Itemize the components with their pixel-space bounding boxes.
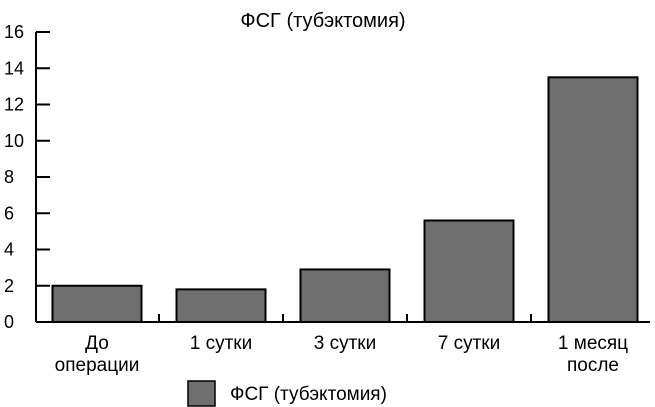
y-tick-label: 0 bbox=[4, 312, 14, 332]
y-axis: 0 2 4 6 8 10 12 14 16 bbox=[4, 22, 50, 332]
legend-swatch bbox=[187, 380, 216, 407]
bar-2 bbox=[175, 288, 267, 323]
legend-label: ФСГ (тубэктомия) bbox=[230, 384, 387, 405]
y-tick-label: 2 bbox=[4, 276, 14, 296]
chart-title: ФСГ (тубэктомия) bbox=[240, 10, 405, 32]
x-axis: До операции 1 сутки 3 сутки 7 сутки 1 месяц по… bbox=[36, 314, 650, 376]
y-tick-label: 16 bbox=[4, 22, 24, 42]
x-category-label: 1 месяц после bbox=[558, 333, 628, 376]
y-tick-label: 6 bbox=[4, 203, 14, 223]
y-tick-label: 10 bbox=[4, 131, 24, 151]
y-tick-label: 14 bbox=[4, 58, 24, 78]
y-tick-label: 12 bbox=[4, 95, 24, 115]
legend: ФСГ (тубэктомия) bbox=[187, 380, 387, 407]
x-category-label: 7 сутки bbox=[438, 333, 500, 354]
y-tick-label: 8 bbox=[4, 167, 14, 187]
bar-5 bbox=[547, 76, 639, 323]
y-tick-label: 4 bbox=[4, 240, 14, 260]
bar-3 bbox=[299, 268, 391, 323]
x-category-label: До операции bbox=[55, 333, 140, 376]
bar-1 bbox=[51, 284, 143, 323]
bar-4 bbox=[423, 219, 515, 323]
bars-group bbox=[51, 76, 639, 323]
x-category-label: 3 сутки bbox=[314, 333, 376, 354]
x-category-label: 1 сутки bbox=[190, 333, 252, 354]
